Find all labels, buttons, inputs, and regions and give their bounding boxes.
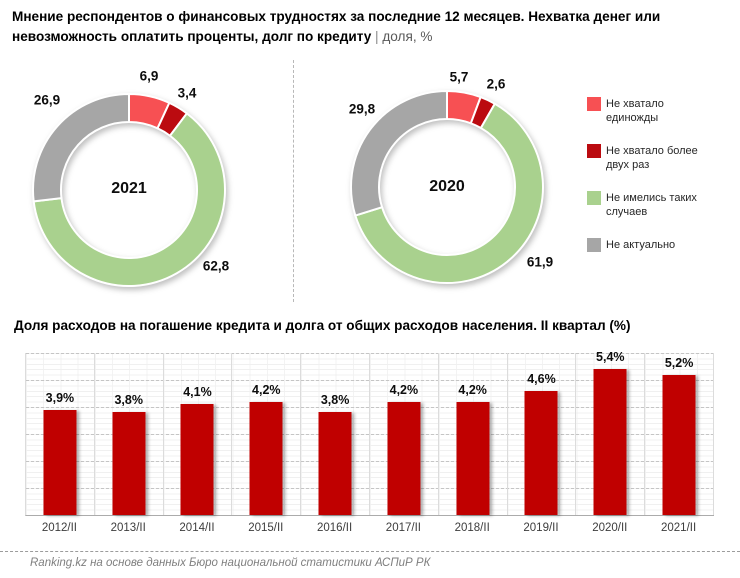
bar-2017/II bbox=[387, 402, 421, 515]
bar-category-cell: 3,8% bbox=[95, 353, 164, 515]
bar-cells: 3,9% 3,8% 4,1% 4,2% 3,8% 4,2% 4,2% 4,6% 5,4% 5,2% bbox=[26, 350, 714, 515]
bar-2016/II bbox=[318, 412, 352, 515]
source-attribution: Ranking.kz на основе данных Бюро национа… bbox=[30, 557, 431, 569]
bar-category-cell: 4,2% bbox=[232, 353, 302, 515]
donut-segment-2020 bbox=[350, 89, 448, 217]
legend-label: Не имелись таких случаев bbox=[606, 192, 697, 218]
page-title: Мнение респондентов о финансовых труднос… bbox=[12, 7, 732, 46]
legend-item: Не имелись таких случаев bbox=[587, 191, 702, 219]
bar-value-label: 3,8% bbox=[114, 393, 143, 407]
donut-value-label: 5,7 bbox=[449, 69, 469, 85]
bar-category-cell: 5,2% bbox=[645, 353, 714, 515]
donut-value-label: 29,8 bbox=[348, 101, 376, 117]
donut-segment-2021 bbox=[32, 92, 130, 203]
legend-swatch-icon bbox=[587, 238, 601, 252]
bar-value-label: 5,4% bbox=[596, 350, 625, 364]
gridline-major bbox=[26, 461, 714, 462]
bar-value-label: 4,2% bbox=[389, 383, 419, 397]
legend-item: Не хватало более двух раз bbox=[587, 144, 702, 172]
donut-value-label: 26,9 bbox=[33, 92, 61, 108]
bar-2014/II bbox=[180, 404, 214, 515]
bar-chart-title: Доля расходов на погашение кредита и дол… bbox=[14, 318, 631, 333]
legend-label: Не хватало единожды bbox=[606, 98, 664, 124]
donut-chart-2021 bbox=[32, 92, 226, 287]
bar-2018/II bbox=[456, 402, 490, 515]
x-axis-tick-label: 2020/II bbox=[592, 522, 628, 534]
gridline-major bbox=[26, 407, 714, 408]
legend-item: Не хватало единожды bbox=[587, 97, 702, 125]
bar-category-cell: 3,8% bbox=[301, 353, 370, 515]
bar-category-cell: 5,4% bbox=[576, 350, 646, 515]
x-axis-tick-label: 2016/II bbox=[317, 522, 353, 534]
x-axis-tick-label: 2017/II bbox=[385, 522, 421, 534]
title-separator: | bbox=[375, 28, 379, 44]
section-divider-dashed bbox=[293, 60, 294, 302]
donut-center-year-2021: 2021 bbox=[111, 180, 147, 197]
x-axis-tick-label: 2018/II bbox=[454, 522, 490, 534]
donut-value-label: 6,9 bbox=[139, 68, 159, 84]
donut-value-label: 62,8 bbox=[202, 258, 230, 274]
legend-label: Не актуально bbox=[606, 239, 676, 251]
legend-swatch-icon bbox=[587, 144, 601, 158]
x-axis-tick-label: 2012/II bbox=[41, 522, 77, 534]
bar-category-cell: 4,2% bbox=[370, 353, 439, 515]
bar-category-cell: 4,1% bbox=[164, 353, 233, 515]
legend-item: Не актуально bbox=[587, 238, 702, 252]
legend-swatch-icon bbox=[587, 191, 601, 205]
x-axis-tick-label: 2014/II bbox=[179, 522, 215, 534]
gridline-major bbox=[26, 380, 714, 381]
donut-center-year-2020: 2020 bbox=[429, 178, 465, 195]
bar-2012/II bbox=[43, 410, 77, 515]
x-axis-tick-label: 2021/II bbox=[660, 522, 697, 534]
x-axis-tick-label: 2019/II bbox=[523, 522, 559, 534]
donut-segment-2021 bbox=[32, 112, 226, 287]
donut-legend: Не хватало единожды Не хватало более двух… bbox=[587, 97, 702, 252]
gridline-major bbox=[26, 353, 714, 354]
bar-value-label: 4,2% bbox=[252, 383, 281, 397]
donut-value-label: 3,4 bbox=[177, 85, 197, 101]
donut-segment-2020 bbox=[354, 102, 544, 284]
bar-plot-area: 3,9% 3,8% 4,1% 4,2% 3,8% 4,2% 4,2% 4,6% 5,4% 5,2% bbox=[25, 350, 714, 516]
bar-2020/II bbox=[593, 369, 627, 515]
bar-2019/II bbox=[524, 391, 558, 515]
title-unit: доля, % bbox=[382, 28, 433, 44]
bar-2013/II bbox=[112, 412, 146, 515]
x-axis-tick-label: 2013/II bbox=[110, 522, 146, 534]
donut-value-label: 2,6 bbox=[486, 76, 506, 92]
gridline-major bbox=[26, 488, 714, 489]
legend-swatch-icon bbox=[587, 97, 601, 111]
footer-divider-dashed bbox=[0, 551, 740, 552]
page-title-line2: невозможность оплатить проценты, долг по… bbox=[12, 28, 372, 44]
bar-value-label: 4,1% bbox=[183, 385, 212, 399]
bar-category-cell: 3,9% bbox=[26, 353, 95, 515]
bar-value-label: 4,2% bbox=[458, 383, 487, 397]
bar-category-cell: 4,6% bbox=[508, 353, 577, 515]
bar-2015/II bbox=[249, 402, 283, 515]
bar-category-cell: 4,2% bbox=[439, 353, 508, 515]
bar-value-label: 3,9% bbox=[45, 391, 75, 405]
page-title-line1: Мнение респондентов о финансовых труднос… bbox=[12, 9, 661, 24]
gridline-major bbox=[26, 434, 714, 435]
x-axis-labels: 2012/II 2013/II 2014/II 2015/II 2016/II 2017/… bbox=[25, 522, 713, 534]
x-axis-tick-label: 2015/II bbox=[248, 522, 284, 534]
bar-value-label: 4,6% bbox=[527, 372, 556, 386]
bar-value-label: 5,2% bbox=[664, 356, 694, 370]
donut-value-label: 61,9 bbox=[526, 254, 554, 270]
legend-label: Не хватало более двух раз bbox=[606, 145, 698, 171]
bar-value-label: 3,8% bbox=[320, 393, 350, 407]
donut-chart-2020 bbox=[350, 89, 544, 284]
bar-2021/II bbox=[662, 375, 696, 515]
